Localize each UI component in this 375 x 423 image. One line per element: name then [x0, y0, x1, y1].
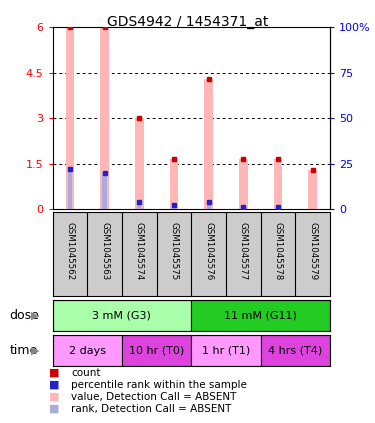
Text: ■: ■: [49, 368, 59, 378]
Text: GSM1045579: GSM1045579: [308, 222, 317, 280]
Bar: [66, 27, 74, 209]
Bar: [241, 207, 245, 209]
Text: value, Detection Call = ABSENT: value, Detection Call = ABSENT: [71, 392, 237, 402]
Text: GSM1045574: GSM1045574: [135, 222, 144, 280]
Text: dose: dose: [9, 309, 39, 322]
Bar: [53, 300, 191, 331]
Text: 4 hrs (T4): 4 hrs (T4): [268, 346, 322, 356]
Text: ▶: ▶: [32, 310, 40, 321]
Text: GDS4942 / 1454371_at: GDS4942 / 1454371_at: [107, 15, 268, 29]
Bar: [68, 169, 72, 209]
Bar: [276, 207, 280, 209]
Text: 11 mM (G11): 11 mM (G11): [224, 310, 297, 321]
Text: 1 hr (T1): 1 hr (T1): [202, 346, 250, 356]
Bar: [102, 173, 106, 209]
Text: percentile rank within the sample: percentile rank within the sample: [71, 380, 247, 390]
Bar: [204, 79, 213, 209]
Text: 3 mM (G3): 3 mM (G3): [92, 310, 151, 321]
Bar: [261, 335, 330, 366]
Text: ■: ■: [49, 380, 59, 390]
Bar: [172, 205, 176, 209]
Text: 2 days: 2 days: [69, 346, 106, 356]
Bar: [207, 202, 211, 209]
Text: ■: ■: [49, 404, 59, 414]
Bar: [137, 202, 141, 209]
Bar: [53, 335, 122, 366]
Text: ■: ■: [49, 392, 59, 402]
Bar: [122, 335, 191, 366]
Text: 10 hr (T0): 10 hr (T0): [129, 346, 184, 356]
Bar: [135, 118, 144, 209]
Bar: [239, 159, 248, 209]
Text: rank, Detection Call = ABSENT: rank, Detection Call = ABSENT: [71, 404, 232, 414]
Bar: [308, 170, 317, 209]
Bar: [100, 27, 109, 209]
Text: GSM1045562: GSM1045562: [65, 222, 74, 280]
Text: count: count: [71, 368, 101, 378]
Text: GSM1045578: GSM1045578: [273, 222, 282, 280]
Text: GSM1045563: GSM1045563: [100, 222, 109, 280]
Bar: [191, 335, 261, 366]
Text: time: time: [9, 344, 38, 357]
Bar: [274, 159, 282, 209]
Bar: [191, 300, 330, 331]
Text: GSM1045576: GSM1045576: [204, 222, 213, 280]
Bar: [170, 159, 178, 209]
Text: ▶: ▶: [32, 346, 40, 356]
Text: GSM1045575: GSM1045575: [170, 222, 178, 280]
Text: GSM1045577: GSM1045577: [239, 222, 248, 280]
